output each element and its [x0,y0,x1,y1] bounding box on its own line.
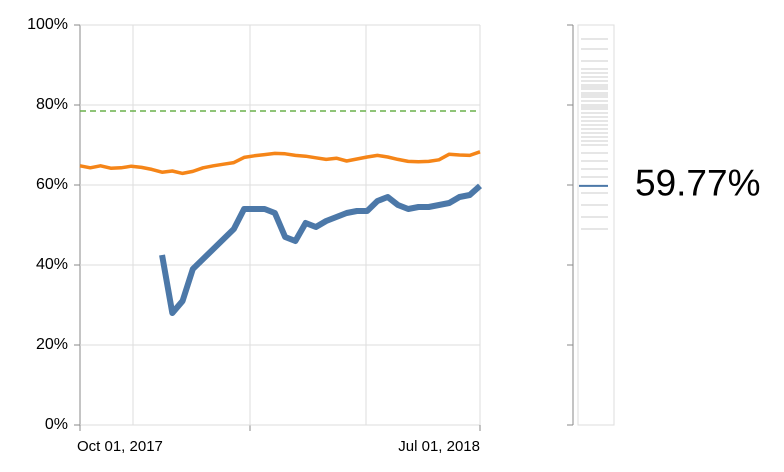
y-tick-label: 20% [36,336,68,353]
line-series [159,183,482,316]
x-tick-label: Jul 01, 2018 [398,438,480,455]
y-tick-label: 40% [36,256,68,273]
decoration [79,24,615,431]
highlight-label: 59.77% [635,163,761,204]
line-series [79,150,481,176]
y-tick-label: 0% [45,416,68,433]
y-tick-label: 100% [27,16,68,33]
x-tick-label: Oct 01, 2017 [77,438,163,455]
y-tick-label: 60% [36,176,68,193]
y-tick-label: 80% [36,96,68,113]
strip-frame [577,24,615,426]
